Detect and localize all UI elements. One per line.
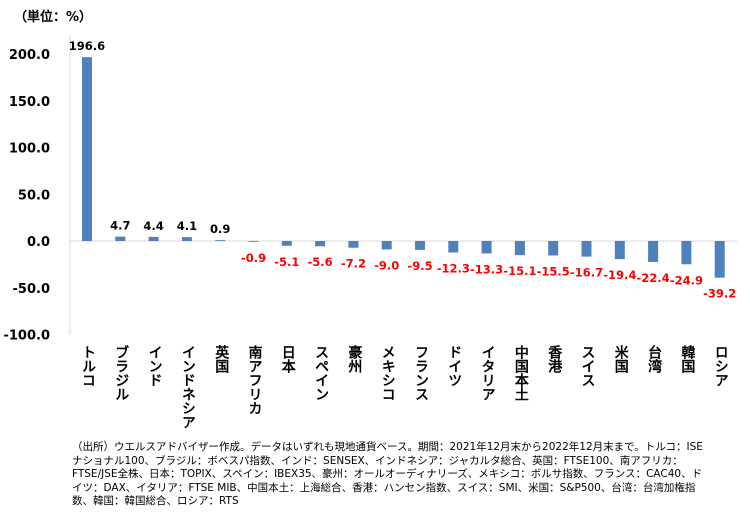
category-label: 南アフリカ: [246, 345, 263, 415]
bar: [514, 241, 525, 256]
bar: [448, 241, 459, 253]
category-label: 日本: [279, 345, 296, 373]
bar: [648, 241, 659, 262]
category-label: メキシコ: [379, 345, 396, 401]
bar: [581, 241, 592, 257]
bar: [248, 241, 259, 242]
category-label: 英国: [213, 345, 230, 373]
data-label: 4.4: [143, 219, 163, 233]
bar: [82, 57, 92, 241]
source-note: （出所）ウエルスアドバイザー作成。データはいずれも現地通貨ベース。期間：2021…: [72, 441, 703, 508]
bar: [714, 241, 725, 278]
data-label: -16.7: [570, 266, 603, 280]
category-label: 米国: [612, 345, 629, 373]
data-label: -13.3: [470, 262, 503, 276]
data-label: 196.6: [69, 39, 105, 53]
data-label: 4.1: [177, 219, 197, 233]
data-label: -39.2: [703, 287, 736, 301]
bar: [215, 240, 226, 241]
bar: [281, 241, 292, 246]
bar: [415, 241, 425, 250]
y-tick-label: 0.0: [27, 235, 50, 250]
y-tick-label: 100.0: [9, 142, 50, 157]
bar: [381, 241, 392, 250]
bar: [348, 241, 359, 248]
category-label: ドイツ: [446, 345, 463, 387]
data-label: 0.9: [210, 222, 230, 236]
data-label: -22.4: [637, 271, 670, 285]
y-tick-label: 150.0: [9, 95, 50, 110]
category-label: フランス: [413, 345, 429, 401]
category-label: ブラジル: [113, 345, 130, 401]
category-label: トルコ: [80, 345, 96, 387]
data-label: -7.2: [341, 257, 366, 271]
data-label: 4.7: [110, 219, 130, 233]
bar: [115, 236, 126, 241]
y-tick-label: 200.0: [9, 48, 50, 63]
y-tick-label: -100.0: [3, 329, 50, 344]
category-label: 韓国: [679, 345, 696, 373]
data-label: -5.6: [308, 255, 333, 269]
data-label: -9.0: [374, 258, 399, 272]
category-label: スペイン: [313, 345, 330, 401]
bar: [681, 241, 692, 265]
category-label: ロシア: [712, 345, 729, 387]
unit-label: （単位：%）: [14, 10, 93, 25]
y-tick-label: 50.0: [18, 188, 50, 203]
category-label: 香港: [546, 345, 563, 373]
data-label: -9.5: [407, 259, 432, 273]
category-label: 台湾: [646, 345, 663, 373]
bar: [315, 241, 326, 247]
data-label: -5.1: [274, 255, 299, 269]
bar: [614, 241, 625, 260]
data-label: -24.9: [670, 273, 703, 287]
bar: [181, 237, 192, 241]
bar: [548, 241, 559, 256]
data-label: -0.9: [241, 251, 266, 265]
category-label: 豪州: [346, 345, 363, 373]
data-label: -12.3: [437, 262, 470, 276]
category-label: イタリア: [479, 345, 496, 401]
bar: [148, 236, 159, 241]
data-label: -19.4: [603, 268, 636, 282]
category-label: インドネシア: [179, 345, 196, 429]
data-label: -15.5: [537, 264, 570, 278]
data-label: -15.1: [503, 264, 536, 278]
y-tick-label: -50.0: [13, 282, 50, 297]
category-label: インド: [146, 345, 163, 387]
category-label: スイス: [579, 345, 596, 387]
category-label: 中国本土: [512, 345, 529, 401]
bar: [481, 241, 492, 254]
